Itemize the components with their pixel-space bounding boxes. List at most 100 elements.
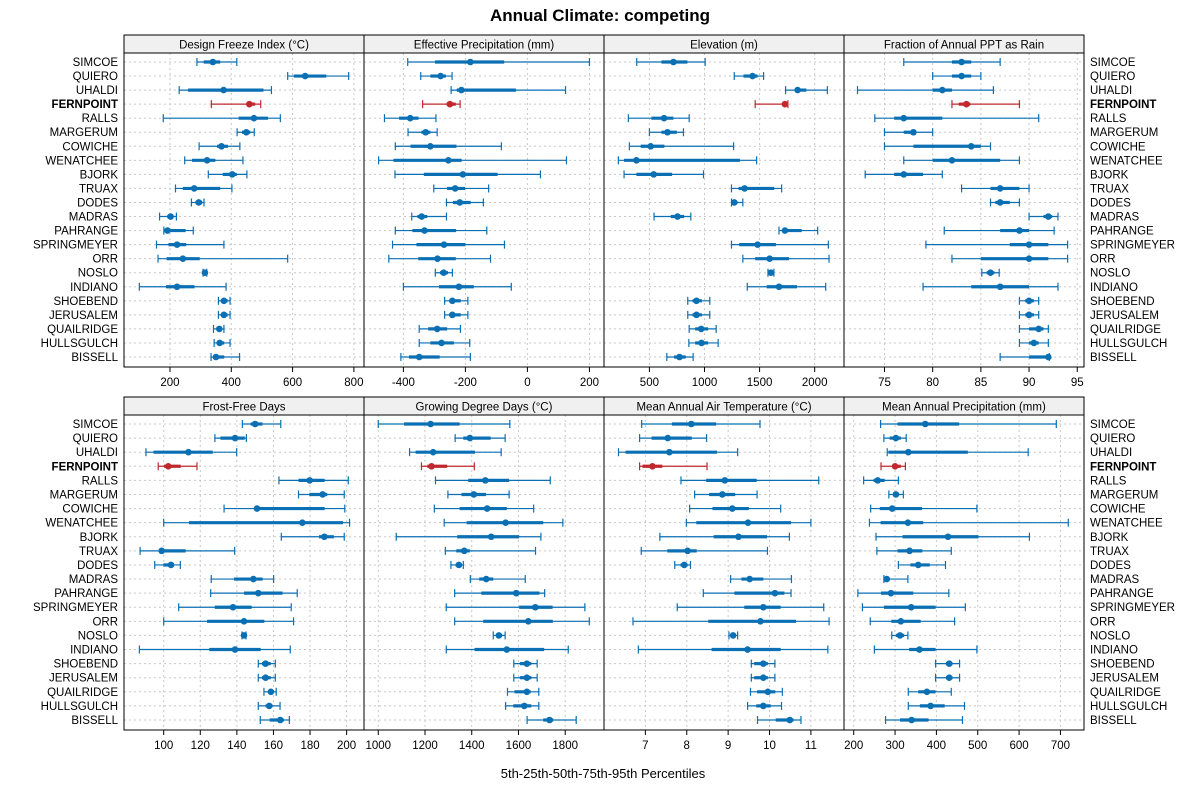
median-point (209, 58, 217, 66)
median-point (267, 688, 275, 696)
interval-hullsgulch (907, 701, 966, 710)
x-tick-label: 9 (725, 740, 731, 752)
interval-bjork (623, 170, 705, 179)
interval-hullsgulch (257, 701, 281, 710)
median-point (904, 448, 912, 456)
site-label: NOSLO (1090, 268, 1130, 280)
median-point (660, 114, 668, 122)
median-point (459, 171, 467, 178)
interval-truax (139, 546, 236, 555)
interval-bissell (666, 353, 694, 361)
interval-madras (210, 575, 275, 584)
site-label: NOSLO (78, 268, 118, 280)
interval-shoebend (257, 659, 276, 668)
interval-dodes (450, 560, 464, 569)
interval-margerum (883, 128, 934, 137)
interval-orr (951, 254, 1069, 263)
median-point (649, 462, 656, 470)
site-label: COWICHE (62, 141, 118, 153)
interval-simcoe (241, 420, 282, 428)
site-label: PAHRANGE (54, 226, 118, 238)
site-label: WENATCHEE (45, 155, 118, 167)
median-point (262, 674, 269, 682)
interval-wenatchee (868, 518, 1069, 527)
site-label: COWICHE (1090, 141, 1146, 153)
interval-bissell (259, 716, 290, 724)
interval-shoebend (750, 659, 776, 668)
interval-quiero (883, 434, 907, 443)
median-point (321, 533, 328, 541)
interval-bjork (280, 532, 345, 541)
interval-springmeyer (155, 240, 225, 249)
panel-3: Fraction of Annual PPT as Rain 75 80 85 90 95… (843, 34, 1175, 389)
panel-frame (363, 414, 605, 731)
interval-margerum (447, 490, 510, 499)
interval-springmeyer (178, 603, 292, 612)
site-label: MADRAS (1090, 212, 1140, 224)
interval-quailridge (688, 324, 717, 333)
panels: Design Freeze Index (°C)200 400 600 800SIMC… (33, 34, 1175, 752)
site-label: NOSLO (1090, 630, 1130, 642)
interval-quailridge (506, 687, 540, 696)
interval-margerum (407, 128, 438, 137)
interval-bjork (875, 532, 1031, 541)
panel-0: Design Freeze Index (°C) 200 400 600 800 SIMC… (33, 34, 365, 389)
interval-orr (163, 617, 295, 626)
interval-margerum (694, 490, 758, 499)
median-point (483, 505, 491, 512)
median-point (253, 505, 261, 512)
median-point (786, 716, 794, 724)
interval-pahrange (210, 589, 298, 598)
site-label: UHALDI (1090, 85, 1132, 97)
panel-frame (843, 52, 1085, 368)
panel-title: Mean Annual Air Temperature (°C) (636, 402, 811, 414)
interval-hullsgulch (1018, 338, 1049, 347)
interval-jerusalem (1018, 310, 1040, 319)
interval-simcoe (879, 420, 1057, 428)
site-label: MARGERUM (1090, 127, 1158, 139)
interval-dodes (674, 560, 692, 569)
median-point (440, 241, 448, 248)
site-label: QUAILRIDGE (1090, 324, 1161, 336)
site-label: DODES (77, 197, 118, 209)
interval-uhaldi (178, 86, 273, 95)
median-point (449, 297, 456, 305)
median-point (246, 100, 253, 108)
median-point (1030, 339, 1038, 347)
site-label: SPRINGMEYER (33, 602, 118, 614)
median-point (203, 157, 211, 164)
site-label: QUIERO (73, 433, 118, 445)
site-label: SHOEBEND (53, 659, 118, 671)
median-point (996, 185, 1004, 192)
median-point (666, 448, 673, 456)
median-point (212, 353, 220, 361)
interval-noslo (434, 268, 453, 277)
interval-simcoe (641, 420, 761, 428)
median-point (242, 128, 250, 136)
site-label: SPRINGMEYER (1090, 602, 1175, 614)
site-label: HULLSGULCH (1090, 338, 1167, 350)
interval-dodes (190, 198, 205, 207)
interval-noslo (767, 268, 775, 277)
interval-wenatchee (443, 518, 564, 527)
site-label: QUAILRIDGE (47, 687, 118, 699)
interval-madras (883, 575, 909, 584)
site-label: WENATCHEE (45, 518, 118, 530)
site-label: ORR (92, 616, 118, 628)
site-label: MADRAS (1090, 574, 1140, 586)
median-point (900, 114, 908, 122)
chart-title: Annual Climate: competing (490, 6, 710, 25)
interval-truax (174, 184, 233, 193)
interval-noslo (728, 631, 739, 640)
x-tick-label: 1000 (692, 377, 718, 389)
interval-fernpoint (754, 100, 789, 109)
interval-truax (433, 184, 490, 193)
median-point (775, 283, 783, 291)
site-label: INDIANO (70, 282, 118, 294)
interval-shoebend (934, 659, 961, 668)
panel-frame (603, 52, 845, 368)
interval-indiano (138, 282, 227, 291)
median-point (888, 505, 896, 512)
interval-madras (469, 575, 526, 584)
median-point (781, 100, 789, 108)
